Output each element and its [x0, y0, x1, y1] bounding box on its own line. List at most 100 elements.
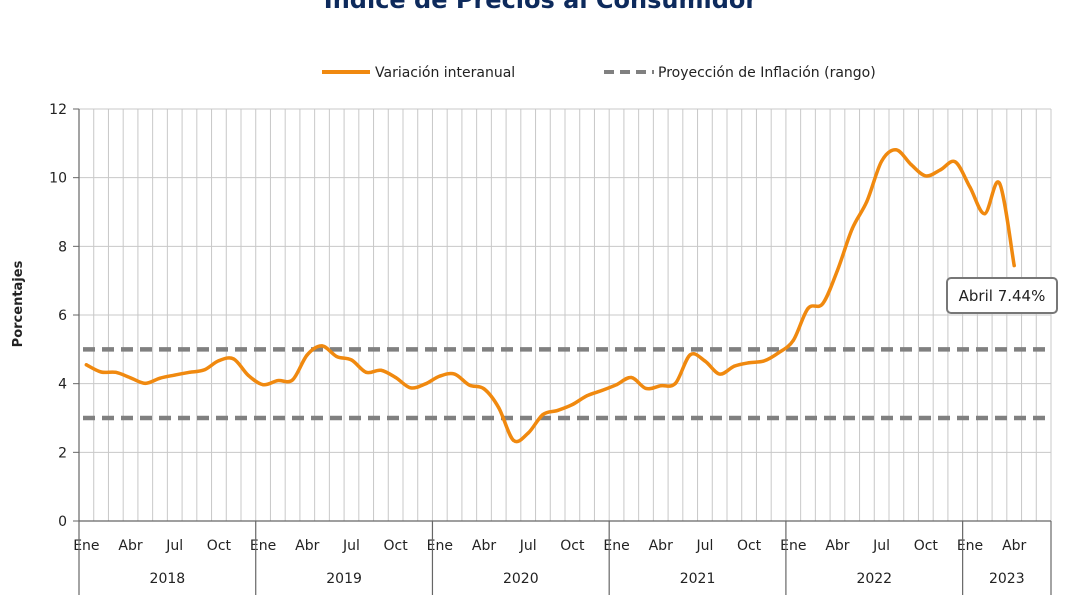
x-tick-label: Jul — [165, 538, 183, 554]
series-layer — [84, 148, 1016, 444]
y-tick-label: 4 — [58, 377, 67, 393]
data-point — [114, 370, 118, 374]
data-point — [158, 376, 162, 380]
y-tick-label: 0 — [58, 514, 67, 530]
data-point — [511, 438, 516, 442]
data-point — [276, 378, 280, 383]
annotation-text: Abril 7.44% — [959, 287, 1046, 305]
data-point — [880, 159, 884, 163]
data-point — [305, 353, 309, 357]
data-point — [187, 370, 192, 374]
x-tick-label: Oct — [207, 538, 232, 554]
y-tick-label: 6 — [58, 308, 67, 324]
data-point — [232, 357, 236, 361]
gridlines — [78, 108, 1052, 522]
data-point — [673, 381, 678, 385]
x-tick-label: Oct — [914, 538, 939, 554]
data-point — [968, 185, 972, 189]
x-tick-label: Abr — [118, 538, 142, 554]
x-tick-label: Ene — [250, 538, 276, 554]
legend-label-variacion: Variación interanual — [375, 65, 515, 81]
data-point — [128, 376, 133, 380]
x-year-label: 2022 — [856, 571, 892, 587]
data-point — [659, 384, 663, 388]
projection-range — [83, 347, 1049, 421]
x-tick-label: Ene — [73, 538, 99, 554]
data-point — [865, 199, 869, 203]
data-point — [379, 368, 383, 372]
x-tick-label: Jul — [519, 538, 537, 554]
x-tick-label: Abr — [472, 538, 496, 554]
x-tick-label: Oct — [560, 538, 585, 554]
data-point — [938, 168, 943, 172]
data-point — [909, 163, 913, 167]
data-point — [791, 338, 795, 343]
data-point — [202, 368, 206, 372]
data-point — [497, 406, 501, 410]
x-tick-label: Abr — [649, 538, 673, 554]
annotation-box — [946, 277, 1058, 314]
data-point — [570, 403, 574, 407]
x-axis-ticks: Ene Abr Jul Oct 2018 Ene Abr Jul Oct 2019 Ene Abr Ju… — [73, 521, 1052, 595]
x-tick-label: Jul — [342, 538, 360, 554]
data-point — [688, 353, 692, 357]
data-point — [821, 302, 825, 306]
data-point — [84, 363, 88, 367]
x-tick-label: Ene — [603, 538, 629, 554]
data-point — [762, 359, 766, 363]
data-point — [776, 351, 781, 355]
x-tick-label: Ene — [780, 538, 806, 554]
data-point — [467, 383, 471, 387]
y-tick-label: 10 — [49, 171, 67, 187]
data-point — [394, 375, 398, 380]
data-point — [526, 431, 530, 435]
y-axis-ticks: 0 2 4 6 8 10 12 — [49, 102, 79, 530]
x-tick-label: Jul — [695, 538, 713, 554]
data-point — [983, 212, 987, 216]
x-year-label: 2023 — [989, 571, 1025, 587]
data-point — [364, 370, 368, 374]
data-point — [541, 412, 545, 417]
data-point — [349, 358, 354, 362]
x-year-label: 2021 — [680, 571, 716, 587]
series-line-variacion — [84, 148, 1016, 444]
data-point — [408, 386, 412, 390]
annotation: Abril 7.44% — [946, 277, 1058, 314]
x-year-label: 2019 — [326, 571, 362, 587]
x-tick-label: Abr — [825, 538, 849, 554]
data-point — [718, 372, 722, 376]
y-tick-label: 2 — [58, 445, 67, 461]
data-point — [806, 306, 810, 311]
x-tick-label: Ene — [427, 538, 453, 554]
data-point — [99, 370, 103, 374]
data-point — [644, 386, 648, 391]
data-point — [629, 375, 633, 380]
x-tick-label: Ene — [957, 538, 983, 554]
data-point — [261, 383, 265, 387]
data-point — [246, 373, 250, 378]
data-point — [850, 227, 854, 231]
data-point — [173, 373, 177, 377]
data-point — [997, 181, 1002, 185]
data-point — [335, 354, 339, 359]
data-point — [732, 364, 736, 368]
data-point — [290, 378, 295, 382]
data-point — [703, 359, 707, 363]
data-point — [585, 394, 589, 398]
x-tick-label: Jul — [872, 538, 890, 554]
data-point — [217, 359, 221, 363]
data-point — [747, 361, 751, 365]
y-tick-label: 8 — [58, 239, 67, 255]
legend: Variación interanual Proyección de Infla… — [322, 65, 876, 81]
x-year-label: 2020 — [503, 571, 539, 587]
x-tick-label: Oct — [384, 538, 409, 554]
data-point — [924, 174, 928, 178]
data-point — [423, 382, 427, 386]
data-point — [438, 374, 442, 378]
data-point — [320, 344, 324, 348]
data-point — [894, 148, 898, 152]
data-point — [614, 383, 619, 387]
x-tick-label: Oct — [737, 538, 762, 554]
data-point — [835, 268, 840, 272]
